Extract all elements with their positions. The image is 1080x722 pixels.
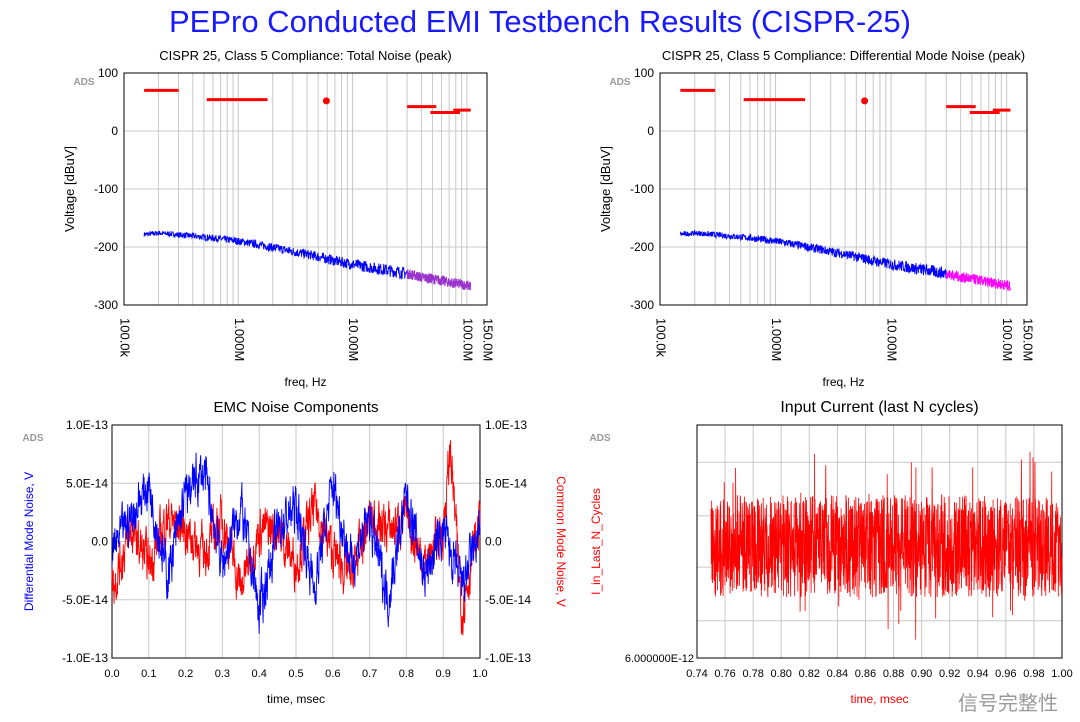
emc-xtick-label: 0.2 — [178, 668, 193, 680]
current-xtick-label: 0.80 — [771, 668, 792, 680]
dm-ytick-label: -300 — [630, 298, 654, 312]
emc-ytick-label: -5.0E-14 — [62, 593, 108, 607]
total-ytick-label: -300 — [94, 298, 118, 312]
total-series-1 — [406, 268, 472, 291]
dm-series-1 — [945, 269, 1011, 292]
total-xlabel: freq, Hz — [284, 375, 326, 389]
emc-xtick-label: 0.4 — [252, 668, 267, 680]
total-limit-point — [322, 97, 330, 105]
emc-title: EMC Noise Components — [213, 399, 378, 416]
emc-xtick-label: 0.6 — [325, 668, 340, 680]
dm-xtick-label: 10.00M — [885, 318, 900, 361]
total-series-0 — [143, 230, 408, 281]
current-xtick-label: 0.96 — [995, 668, 1016, 680]
current-ylabel: I_in_Last_N_Cycles — [589, 488, 603, 595]
dm-xtick-label: 150.0M — [1021, 318, 1036, 361]
total-ytick-label: -200 — [94, 240, 118, 254]
emc-xtick-label: 0.8 — [399, 668, 414, 680]
emc-xtick-label: 0.3 — [215, 668, 230, 680]
current-xtick-label: 0.76 — [714, 668, 735, 680]
total-xtick-label: 1.000M — [232, 318, 247, 361]
watermark: 信号完整性 — [958, 691, 1058, 715]
emc-ytick-label: 1.0E-13 — [66, 418, 108, 432]
emc-ytick-label-right: 0.0 — [485, 535, 502, 549]
dm-title: CISPR 25, Class 5 Compliance: Differenti… — [662, 48, 1025, 63]
current-xtick-label: 0.86 — [855, 668, 876, 680]
emc-ytick-label: -1.0E-13 — [62, 651, 108, 665]
current-xtick-label: 0.74 — [686, 668, 707, 680]
emc-xtick-label: 0.9 — [436, 668, 451, 680]
current-xtick-label: 0.78 — [742, 668, 763, 680]
emc-ylabel: Differential Mode Noise, V — [22, 472, 36, 611]
dm-ads-tag: ADS — [609, 77, 630, 88]
current-xlabel: time, msec — [850, 692, 908, 706]
current-xtick-label: 0.98 — [1023, 668, 1044, 680]
total-xtick-label: 100.0k — [118, 318, 133, 358]
emc-ytick-label-right: -5.0E-14 — [485, 593, 531, 607]
total-ylabel: Voltage [dBuV] — [62, 146, 77, 232]
emc-xtick-label: 1.0 — [472, 668, 487, 680]
emc-xtick-label: 0.5 — [288, 668, 303, 680]
total-ytick-label: 0 — [111, 124, 118, 138]
emc-series-0 — [111, 452, 481, 634]
total-xtick-label: 100.0M — [460, 318, 475, 361]
dm-series-0 — [679, 230, 947, 279]
emc-ads-tag: ADS — [22, 433, 43, 444]
current-xtick-label: 0.94 — [967, 668, 988, 680]
current-series-0 — [710, 451, 1063, 640]
emc-plot-frame — [111, 424, 481, 659]
current-xtick-label: 0.84 — [827, 668, 848, 680]
dm-ytick-label: -200 — [630, 240, 654, 254]
emc-xlabel: time, msec — [267, 692, 325, 706]
dm-ytick-label: 100 — [634, 66, 654, 80]
dm-xtick-label: 1.000M — [769, 318, 784, 361]
dm-ytick-label: 0 — [647, 124, 654, 138]
dm-ylabel: Voltage [dBuV] — [598, 146, 613, 232]
current-xtick-label: 1.00 — [1051, 668, 1072, 680]
emc-xtick-label: 0.0 — [104, 668, 119, 680]
emc-ytick-label-right: -1.0E-13 — [485, 651, 531, 665]
current-xtick-label: 0.90 — [911, 668, 932, 680]
emc-xtick-label: 0.7 — [362, 668, 377, 680]
dm-xlabel: freq, Hz — [822, 375, 864, 389]
dm-plot-frame — [659, 72, 1028, 306]
total-xtick-label: 10.00M — [346, 318, 361, 361]
emc-ytick-label-right: 1.0E-13 — [485, 418, 527, 432]
total-title: CISPR 25, Class 5 Compliance: Total Nois… — [159, 48, 451, 63]
emc-series-1 — [111, 440, 481, 636]
dm-limit-point — [861, 97, 869, 105]
emc-ytick-label: 5.0E-14 — [66, 476, 108, 490]
current-xtick-label: 0.82 — [799, 668, 820, 680]
total-xtick-label: 150.0M — [481, 318, 496, 361]
total-ytick-label: 100 — [98, 66, 118, 80]
emc-ytick-label-right: 5.0E-14 — [485, 476, 527, 490]
current-plot-frame — [696, 424, 1063, 659]
current-xtick-label: 0.92 — [939, 668, 960, 680]
emc-ytick-label: 0.0 — [91, 535, 108, 549]
dm-xtick-label: 100.0k — [654, 318, 669, 358]
total-plot-frame — [123, 72, 488, 306]
total-ads-tag: ADS — [73, 77, 94, 88]
dm-xtick-label: 100.0M — [1000, 318, 1015, 361]
current-ytick-label: 6.000000E-12 — [625, 653, 694, 665]
emc-ylabel-right: Common Mode Noise, V — [554, 476, 568, 607]
dm-ytick-label: -100 — [630, 182, 654, 196]
page-title: PEPro Conducted EMI Testbench Results (C… — [168, 4, 912, 39]
emc-xtick-label: 0.1 — [141, 668, 156, 680]
current-ads-tag: ADS — [589, 433, 610, 444]
current-xtick-label: 0.88 — [883, 668, 904, 680]
total-ytick-label: -100 — [94, 182, 118, 196]
current-title: Input Current (last N cycles) — [780, 399, 978, 416]
